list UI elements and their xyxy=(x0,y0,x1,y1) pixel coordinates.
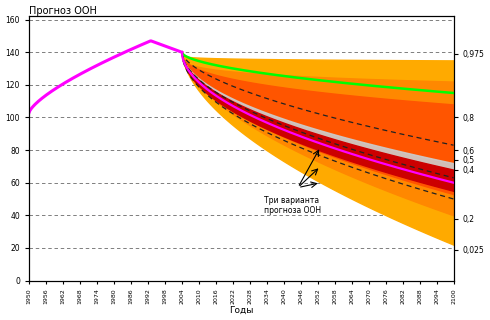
Text: Прогноз ООН: Прогноз ООН xyxy=(29,5,97,16)
Text: Три варианта
прогноза ООН: Три варианта прогноза ООН xyxy=(264,196,321,215)
X-axis label: Годы: Годы xyxy=(229,306,253,315)
